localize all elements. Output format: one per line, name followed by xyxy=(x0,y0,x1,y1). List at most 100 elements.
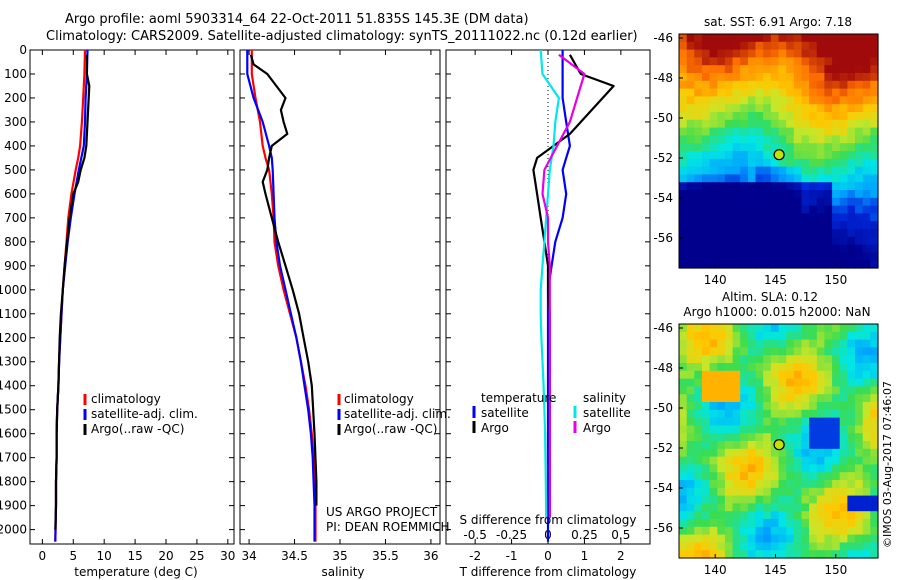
sla-cell xyxy=(801,487,810,497)
sst-cell xyxy=(755,34,764,43)
sla-cell xyxy=(702,394,711,403)
sst-cell xyxy=(686,158,695,168)
sst-cell xyxy=(732,166,741,175)
sst-cell xyxy=(793,213,803,222)
sla-cell xyxy=(801,441,810,450)
sla-cell xyxy=(724,441,734,450)
sst-cell xyxy=(755,88,764,97)
sst-cell xyxy=(763,244,772,253)
sst-cell xyxy=(747,49,757,58)
sst-ytick-label: -56 xyxy=(653,231,673,245)
sla-cell xyxy=(732,480,741,489)
sst-cell xyxy=(694,49,703,58)
sst-cell xyxy=(786,236,795,246)
sla-cell xyxy=(679,378,688,387)
sla-cell xyxy=(870,456,879,465)
sst-cell xyxy=(694,236,703,246)
sla-cell xyxy=(847,519,856,528)
sst-cell xyxy=(862,205,871,214)
sst-cell xyxy=(870,252,879,261)
sst-cell xyxy=(709,221,718,230)
sla-cell xyxy=(755,487,764,497)
sla-cell xyxy=(839,526,848,536)
sla-cell xyxy=(755,378,764,387)
sla-cell xyxy=(717,456,726,465)
sst-cell xyxy=(770,73,780,82)
sst-cell xyxy=(755,197,764,207)
sst-cell xyxy=(717,49,726,58)
sla-cell xyxy=(778,355,787,364)
sla-cell xyxy=(824,495,833,504)
sla-cell xyxy=(747,347,757,356)
sst-cell xyxy=(816,229,826,238)
sst-cell xyxy=(809,213,818,222)
sst-cell xyxy=(724,34,734,43)
sst-cell xyxy=(855,252,864,261)
sst-cell xyxy=(793,158,803,168)
sla-cell xyxy=(717,480,726,489)
sst-cell xyxy=(686,197,695,207)
sla-cell xyxy=(732,456,741,465)
sst-cell xyxy=(847,182,856,191)
sst-cell xyxy=(770,143,780,152)
sla-cell xyxy=(740,331,749,341)
t-xtick-label: 25 xyxy=(189,549,204,563)
sst-cell xyxy=(732,41,741,51)
sst-cell xyxy=(732,73,741,82)
sst-cell xyxy=(839,135,848,144)
sst-cell xyxy=(809,96,818,105)
sst-cell xyxy=(709,143,718,152)
sst-cell xyxy=(855,112,864,121)
sla-cell xyxy=(832,347,841,356)
t-series-argorawqc xyxy=(54,54,91,530)
sst-cell xyxy=(809,80,818,90)
sst-cell xyxy=(870,166,879,175)
sla-cell xyxy=(747,542,757,551)
sst-cell xyxy=(717,190,726,199)
sla-cell xyxy=(709,472,718,481)
sst-cell xyxy=(679,119,688,129)
sst-cell xyxy=(816,34,826,43)
sst-cell xyxy=(870,57,879,66)
sst-cell xyxy=(824,205,833,214)
sst-cell xyxy=(740,104,749,113)
sst-cell xyxy=(747,166,757,175)
sst-cell xyxy=(679,127,688,136)
sst-cell xyxy=(862,96,871,105)
sla-cell xyxy=(801,339,810,348)
sst-cell xyxy=(702,73,711,82)
sst-cell xyxy=(778,221,787,230)
sst-cell xyxy=(709,49,718,58)
sla-cell xyxy=(732,409,741,419)
sla-cell xyxy=(824,503,833,512)
sla-cell xyxy=(724,331,734,341)
sst-cell xyxy=(862,260,871,269)
sla-cell xyxy=(832,409,841,419)
sla-cell xyxy=(786,550,795,559)
depth-tick-label: 1200 xyxy=(0,331,27,345)
sst-cell xyxy=(747,104,757,113)
sst-cell xyxy=(770,197,780,207)
sst-cell xyxy=(816,104,826,113)
sla-cell xyxy=(855,324,864,333)
sla-cell xyxy=(847,448,856,458)
sla-cell xyxy=(809,441,818,450)
sst-cell xyxy=(755,260,764,269)
sst-cell xyxy=(709,96,718,105)
sst-cell xyxy=(786,244,795,253)
sst-cell xyxy=(832,127,841,136)
sst-cell xyxy=(740,49,749,58)
sst-cell xyxy=(686,88,695,97)
sla-cell xyxy=(870,394,879,403)
sst-cell xyxy=(870,104,879,113)
sla-cell xyxy=(847,363,856,372)
sla-cell xyxy=(855,417,864,426)
sla-cell xyxy=(832,363,841,372)
sla-cell xyxy=(694,347,703,356)
sst-cell xyxy=(724,158,734,168)
sst-cell xyxy=(847,221,856,230)
sla-cell xyxy=(732,363,741,372)
sst-cell xyxy=(679,182,688,191)
sla-cell xyxy=(847,456,856,465)
sla-cell xyxy=(862,339,871,348)
